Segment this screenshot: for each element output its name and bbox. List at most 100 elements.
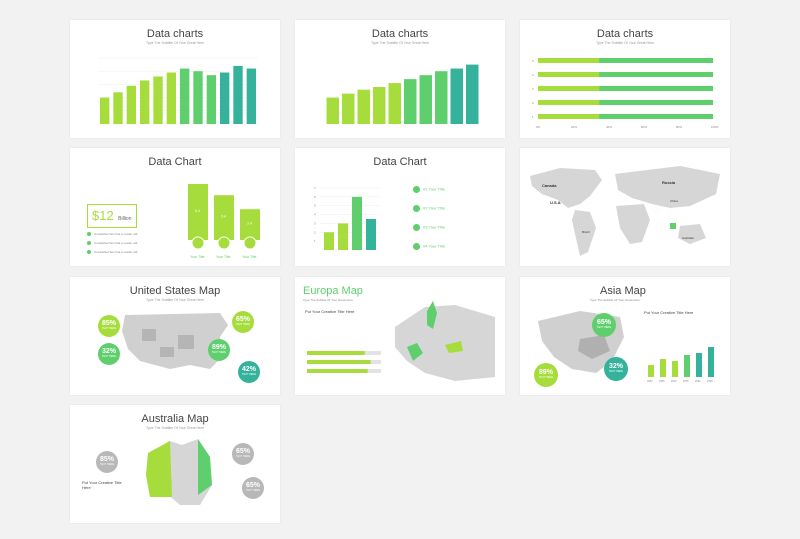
progress-bars [307,351,381,373]
hbar-segment [538,86,600,91]
bar-chart-1 [98,57,258,125]
slide-title: Data charts [596,28,654,40]
bar [140,80,150,124]
stat-circle: 32% TEXT HERE [98,343,120,365]
bar [126,85,136,124]
check-icon [87,232,91,237]
tick-label: 4 [532,73,534,77]
tick-label: 60% [641,125,647,129]
slide-data-charts-1[interactable]: Data charts Type The Subtitle Of Your Gr… [70,20,280,138]
tick-label: 4 [314,213,316,217]
label-australia: Australia [682,236,694,240]
bar [193,71,203,124]
column [240,209,260,240]
tick-label: 2000 [647,380,653,383]
slide-world-map[interactable]: Canada U.S.A Russia Australia China Braz… [520,148,730,266]
label-brazil: Brazil [582,230,590,234]
label-usa: U.S.A [550,200,561,205]
tick-label: 2015 [683,380,689,383]
list-item: 04 Your Title [413,243,445,250]
list-item: 03 Your Title [413,224,445,231]
hbar-segment [538,72,600,77]
tick-label: 2 [532,101,534,105]
data-label: 3.4 [221,215,226,219]
check-icon [413,224,420,231]
data-label: 6.4 [195,209,200,213]
slide-data-charts-2[interactable]: Data charts Type The Subtitle Of Your Gr… [295,20,505,138]
bar [366,219,376,250]
bar [373,87,386,124]
bar [342,93,355,124]
list-item: Unsatisfied fact that a reader will [87,250,137,255]
bar [450,68,463,124]
bar [352,196,362,250]
hbar-segment [538,58,600,63]
bar-label: Your Title [190,255,205,259]
stat-circle: 42% TEXT HERE [238,361,260,383]
slide-europe-map[interactable]: Europa Map Type The Subtitle Of Your Gre… [295,277,505,395]
tick-label: 2025 [707,380,713,383]
bar-label: Your Title [242,255,257,259]
tick-label: 6 [314,195,316,199]
slide-subtitle: Type The Subtitle Of Your Great Here [145,426,205,430]
hbar [538,114,713,119]
stat-circle: 32% TEXT HERE [604,357,628,381]
australia-map [146,439,212,505]
stat-circle: 85% TEXT HERE [98,315,120,337]
slide-data-charts-3[interactable]: Data charts Type The Subtitle Of Your Gr… [520,20,730,138]
column-chart: 6.4 Your Title 3.4 Your Title 3.4 Your Title [188,184,260,259]
check-icon [87,250,91,255]
hbar-chart: 5 4 3 2 1 0% 20% 40% 60% 80% 100% [532,58,719,129]
progress-fill [307,360,371,364]
slide-title: United States Map [129,285,221,297]
label-russia: Russia [662,180,676,185]
hbar-segment [538,114,600,119]
bar [324,232,334,250]
label-china: China [670,199,678,203]
icon-circle [243,236,257,250]
amount-unit: Billion [118,216,132,222]
progress-fill [307,351,365,355]
bar [466,64,479,124]
list-item: Unsatisfied fact that a reader will [87,232,137,237]
tick-label: 2005 [659,380,665,383]
list-item: 01 Your Title [413,186,445,193]
tick-label: 2 [314,230,316,234]
tick-label: 20% [571,125,577,129]
bar [648,365,654,377]
world-map [530,166,720,256]
slide-subtitle: Type The Subtitle Of Your Great Here [590,298,640,302]
bar [220,72,230,124]
bar [357,89,370,124]
section-heading: Put Your Creative Title Here [305,309,355,314]
tick-label: 5 [314,204,316,208]
check-icon [413,186,420,193]
tick-label: 40% [606,125,612,129]
bar [684,355,690,377]
slide-title: Europa Map [303,285,363,297]
check-icon [413,205,420,212]
bar-chart-5: 1 2 3 4 5 6 7 [314,186,380,250]
progress-fill [307,369,368,373]
hbar-segment [538,100,600,105]
slide-australia-map[interactable]: Australia Map Type The Subtitle Of Your … [70,405,280,523]
slide-title: Australia Map [141,413,209,425]
tick-label: 2020 [695,380,701,383]
europe-map [395,301,495,381]
tick-label: 7 [314,186,316,190]
bar [246,68,256,124]
bar [180,68,190,124]
slide-data-chart-billion[interactable]: Data Chart $12 Billion Unsatisfied fact … [70,148,280,266]
bar [419,75,432,124]
tick-label: 1 [532,115,534,119]
stat-circle: 65% TEXT HERE [232,311,254,333]
slide-subtitle: Type The Subtitle Of Your Great Here [145,298,205,302]
bar-chart-2 [326,64,479,124]
icon-circle [217,236,231,250]
slide-data-chart-list[interactable]: Data Chart 1 2 3 4 5 6 7 01 Your Title 02 Your… [295,148,505,266]
column [214,195,234,240]
slide-us-map[interactable]: United States Map Type The Subtitle Of Y… [70,277,280,395]
list-item: Unsatisfied fact that a reader will [87,241,137,246]
slide-asia-map[interactable]: Asia Map Type The Subtitle Of Your Great… [520,277,730,395]
data-label: 3.4 [247,222,252,226]
